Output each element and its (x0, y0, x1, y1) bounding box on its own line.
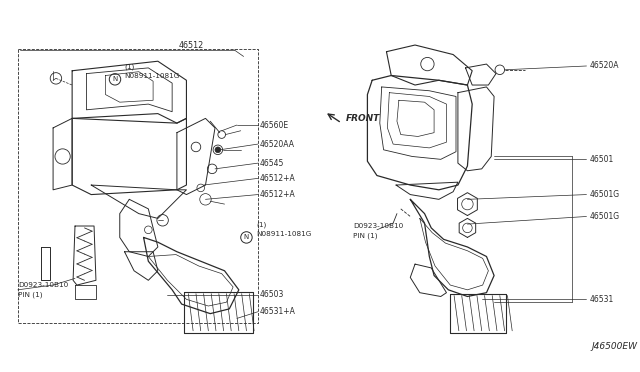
Text: 46512: 46512 (179, 41, 204, 49)
Text: 46501G: 46501G (589, 190, 620, 199)
Text: D0923-10B10: D0923-10B10 (353, 223, 403, 229)
Text: 46512+A: 46512+A (260, 174, 296, 183)
Text: FRONT: FRONT (346, 114, 380, 123)
Text: N08911-1081G: N08911-1081G (125, 73, 180, 78)
Text: 46560E: 46560E (260, 121, 289, 129)
Text: 46531+A: 46531+A (260, 307, 296, 316)
Text: N: N (113, 76, 118, 82)
Text: 46512+A: 46512+A (260, 190, 296, 199)
Text: D0923-10B10: D0923-10B10 (18, 282, 68, 288)
Text: PIN (1): PIN (1) (18, 291, 42, 298)
Text: 46501G: 46501G (589, 212, 620, 221)
Text: J46500EW: J46500EW (591, 343, 637, 352)
Text: 46520AA: 46520AA (260, 140, 295, 148)
Text: PIN (1): PIN (1) (353, 232, 378, 239)
Text: N08911-1081G: N08911-1081G (256, 231, 311, 237)
Text: 46531: 46531 (589, 295, 614, 304)
Text: 46501: 46501 (589, 155, 614, 164)
Text: 46503: 46503 (260, 290, 284, 299)
Text: N: N (244, 234, 249, 240)
Text: 46520A: 46520A (589, 61, 619, 70)
Circle shape (215, 147, 221, 153)
Text: (1): (1) (256, 222, 266, 228)
Text: 46545: 46545 (260, 158, 284, 168)
Text: (1): (1) (125, 64, 135, 70)
